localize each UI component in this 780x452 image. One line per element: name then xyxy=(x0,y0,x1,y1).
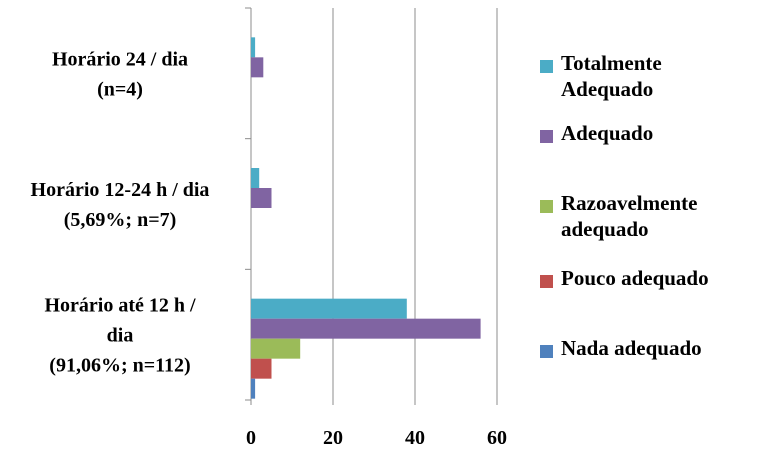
x-tick-label: 40 xyxy=(405,427,425,449)
legend-label: Nada adequado xyxy=(561,336,702,360)
legend-swatch xyxy=(540,345,553,358)
legend-item: Razoavelmente adequado xyxy=(540,190,711,242)
legend-item: Pouco adequado xyxy=(540,265,780,291)
legend-item: Nada adequado xyxy=(540,335,780,361)
legend-label: Totalmente Adequado xyxy=(561,51,662,101)
bar xyxy=(251,188,272,208)
y-tick-label-line: (5,69%; n=7) xyxy=(64,209,177,231)
legend-item: Adequado xyxy=(540,120,780,146)
bar xyxy=(251,168,260,188)
legend-label: Pouco adequado xyxy=(561,266,709,290)
y-tick-label-line: dia xyxy=(107,325,134,347)
y-tick-label: Horário até 12 h / dia (91,06%; n=112) xyxy=(44,295,196,377)
bar xyxy=(251,298,407,319)
bar xyxy=(251,338,301,359)
y-tick-label: Horário 24 / dia (n=4) xyxy=(52,48,188,100)
legend-label: Adequado xyxy=(561,121,654,145)
bar xyxy=(251,378,256,399)
legend-swatch xyxy=(540,275,553,288)
y-tick-label-line: Horário 24 / dia xyxy=(52,48,188,70)
bar xyxy=(251,57,264,78)
y-tick-label-line: Horário 12-24 h / dia xyxy=(31,179,210,201)
legend-swatch xyxy=(540,60,553,73)
bar xyxy=(251,358,272,379)
x-tick-label: 20 xyxy=(323,427,343,449)
y-tick-label-line: (91,06%; n=112) xyxy=(49,355,190,377)
bar xyxy=(251,318,481,339)
legend-item: Totalmente Adequado xyxy=(540,50,711,102)
bar xyxy=(251,37,256,58)
y-tick-label-line: (n=4) xyxy=(97,78,143,100)
chart: 0 20 40 60 Horário 24 / dia (n=4) Horário 12-2… xyxy=(31,7,507,449)
legend-swatch xyxy=(540,130,553,143)
y-tick-label: Horário 12-24 h / dia (5,69%; n=7) xyxy=(31,179,210,231)
x-tick-label: 60 xyxy=(487,427,507,449)
x-tick-label: 0 xyxy=(246,427,256,449)
y-tick-label-line: Horário até 12 h / xyxy=(44,295,196,317)
legend-swatch xyxy=(540,200,553,213)
legend-label: Razoavelmente adequado xyxy=(561,191,698,241)
